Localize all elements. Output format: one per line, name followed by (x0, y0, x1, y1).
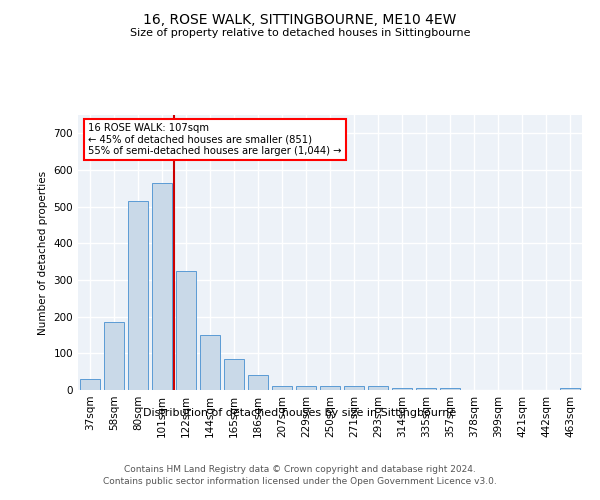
Bar (176, 271, 196, 390)
Text: Contains HM Land Registry data © Crown copyright and database right 2024.: Contains HM Land Registry data © Crown c… (124, 465, 476, 474)
Text: Distribution of detached houses by size in Sittingbourne: Distribution of detached houses by size … (143, 408, 457, 418)
Bar (200, 335, 220, 390)
Text: Size of property relative to detached houses in Sittingbourne: Size of property relative to detached ho… (130, 28, 470, 38)
Bar (368, 386, 388, 390)
Bar (152, 183, 172, 390)
Bar (104, 322, 124, 390)
Bar (248, 376, 268, 390)
Text: 16 ROSE WALK: 107sqm
← 45% of detached houses are smaller (851)
55% of semi-deta: 16 ROSE WALK: 107sqm ← 45% of detached h… (88, 123, 341, 156)
Y-axis label: Number of detached properties: Number of detached properties (38, 170, 48, 334)
Bar (272, 386, 292, 390)
Bar (320, 386, 340, 390)
Text: Contains public sector information licensed under the Open Government Licence v3: Contains public sector information licen… (103, 478, 497, 486)
Bar (296, 386, 316, 390)
Bar (392, 388, 412, 390)
Bar (344, 386, 364, 390)
Bar (80, 379, 100, 390)
Bar (560, 388, 580, 390)
Bar (128, 201, 148, 390)
Bar (416, 388, 436, 390)
Text: 16, ROSE WALK, SITTINGBOURNE, ME10 4EW: 16, ROSE WALK, SITTINGBOURNE, ME10 4EW (143, 12, 457, 26)
Bar (440, 388, 460, 390)
Bar (224, 359, 244, 390)
